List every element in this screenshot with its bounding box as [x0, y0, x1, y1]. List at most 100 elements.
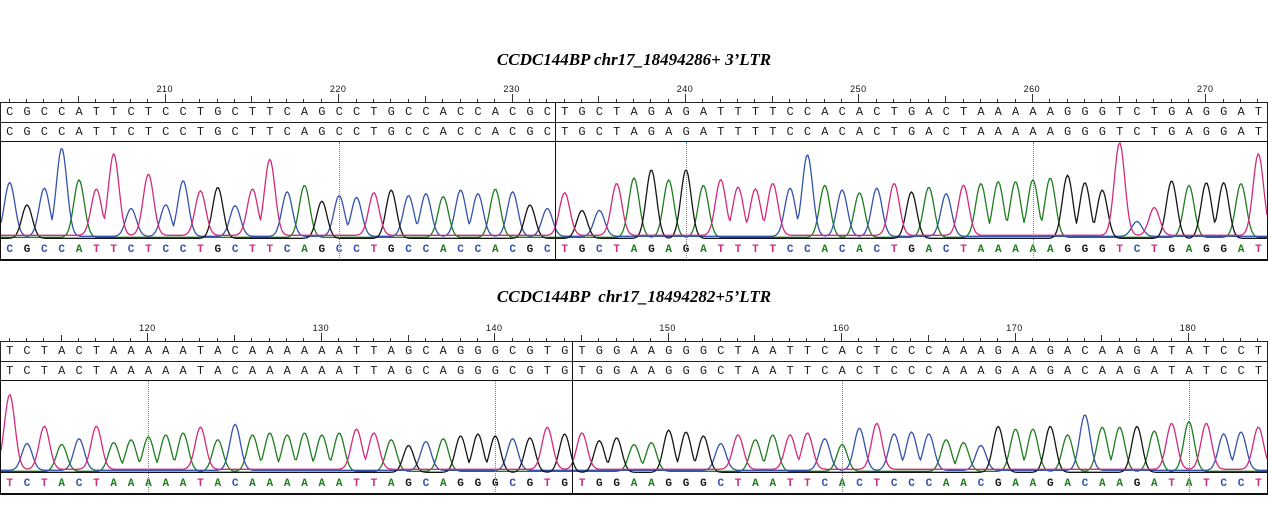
base-letter[interactable]: T [92, 344, 100, 358]
base-letter[interactable]: G [561, 364, 569, 378]
base-letter[interactable]: C [509, 364, 517, 378]
basecall-letter[interactable]: T [41, 478, 48, 490]
base-letter[interactable]: C [803, 125, 812, 139]
base-letter[interactable]: C [283, 105, 291, 119]
base-letter[interactable]: C [890, 344, 898, 358]
basecall-letter[interactable]: T [752, 244, 759, 256]
basecall-letter[interactable]: T [804, 478, 811, 490]
base-letter[interactable]: A [162, 344, 170, 358]
base-letter[interactable]: G [491, 364, 499, 378]
basecall-letter[interactable]: T [93, 244, 100, 256]
basecall-letter[interactable]: A [110, 478, 118, 490]
basecall-letter[interactable]: G [700, 478, 707, 490]
basecall-letter[interactable]: T [1151, 244, 1158, 256]
base-letter[interactable]: A [1150, 344, 1158, 358]
base-letter[interactable]: T [92, 364, 100, 378]
base-letter[interactable]: T [370, 125, 378, 139]
base-letter[interactable]: C [58, 105, 66, 119]
basecall-letter[interactable]: C [422, 478, 430, 490]
basecall-letter[interactable]: A [439, 478, 447, 490]
basecall-letter[interactable]: T [266, 244, 274, 256]
base-letter[interactable]: A [1185, 344, 1193, 358]
base-letter[interactable]: C [422, 105, 430, 119]
basecall-letter[interactable]: A [335, 478, 343, 490]
base-letter[interactable]: A [1012, 125, 1020, 139]
basecall-letter[interactable]: C [474, 244, 482, 256]
base-letter[interactable]: T [1202, 344, 1210, 358]
base-letter[interactable]: G [1046, 364, 1054, 378]
base-letter[interactable]: C [457, 105, 465, 119]
base-letter[interactable]: C [474, 125, 482, 139]
base-letter[interactable]: A [855, 105, 864, 119]
basecall-letter[interactable]: A [977, 244, 985, 256]
basecall-letter[interactable]: G [665, 478, 673, 490]
base-letter[interactable]: A [214, 344, 222, 358]
basecall-letter[interactable]: C [804, 244, 811, 256]
base-letter[interactable]: T [769, 125, 777, 139]
base-letter[interactable]: A [58, 344, 66, 358]
basecall-letter[interactable]: G [1081, 244, 1089, 256]
base-letter[interactable]: A [959, 344, 968, 358]
basecall-letter[interactable]: T [93, 478, 100, 490]
base-letter[interactable]: C [40, 105, 48, 119]
base-letter[interactable]: T [873, 344, 881, 358]
basecall-letter[interactable]: C [509, 478, 516, 490]
base-letter[interactable]: A [942, 364, 950, 378]
base-letter[interactable]: T [1150, 105, 1158, 119]
base-letter[interactable]: T [110, 105, 118, 119]
base-letter[interactable]: C [786, 125, 794, 139]
base-letter[interactable]: T [873, 364, 881, 378]
base-letter[interactable]: A [855, 125, 864, 139]
base-letter[interactable]: G [491, 344, 499, 358]
base-letter[interactable]: T [786, 364, 794, 378]
basecall-letter[interactable]: T [786, 478, 794, 490]
base-letter[interactable]: C [543, 105, 551, 119]
basecall-letter[interactable]: C [977, 478, 985, 490]
base-letter[interactable]: G [457, 344, 465, 358]
base-letter[interactable]: C [422, 125, 430, 139]
base-letter[interactable]: G [387, 125, 395, 139]
basecall-letter[interactable]: C [405, 244, 412, 256]
base-letter[interactable]: G [682, 344, 690, 358]
basecall-letter[interactable]: T [6, 478, 13, 490]
base-letter[interactable]: C [1237, 344, 1245, 358]
basecall-letter[interactable]: C [231, 244, 239, 256]
base-letter[interactable]: T [803, 364, 812, 378]
basecall-letter[interactable]: G [613, 478, 620, 490]
base-letter[interactable]: A [751, 364, 760, 378]
base-letter[interactable]: C [855, 364, 864, 378]
base-letter[interactable]: A [769, 364, 777, 378]
base-letter[interactable]: C [595, 105, 603, 119]
base-letter[interactable]: C [335, 125, 343, 139]
base-letter[interactable]: C [23, 344, 31, 358]
basecall-letter[interactable]: C [23, 478, 31, 490]
base-letter[interactable]: G [578, 125, 586, 139]
base-letter[interactable]: C [75, 344, 83, 358]
base-letter[interactable]: C [231, 125, 239, 139]
base-letter[interactable]: T [578, 344, 586, 358]
basecall-letter[interactable]: C [1133, 244, 1141, 256]
base-letter[interactable]: A [127, 364, 135, 378]
basecall-letter[interactable]: A [960, 478, 967, 490]
base-letter[interactable]: G [682, 364, 690, 378]
basecall-letter[interactable]: A [214, 478, 222, 490]
basecall-letter[interactable]: C [58, 244, 65, 256]
base-letter[interactable]: A [110, 344, 118, 358]
basecall-letter[interactable]: A [387, 478, 395, 490]
basecall-letter[interactable]: G [387, 244, 395, 256]
base-letter[interactable]: A [179, 344, 187, 358]
base-letter[interactable]: A [647, 364, 655, 378]
base-letter[interactable]: T [6, 344, 14, 358]
basecall-letter[interactable]: C [942, 244, 950, 256]
base-letter[interactable]: A [1012, 364, 1020, 378]
base-letter[interactable]: C [1133, 125, 1141, 139]
basecall-letter[interactable]: A [1064, 478, 1071, 490]
base-letter[interactable]: A [977, 364, 985, 378]
base-letter[interactable]: A [144, 344, 153, 358]
basecall-letter[interactable]: T [578, 478, 586, 490]
base-letter[interactable]: G [699, 344, 708, 358]
base-letter[interactable]: G [474, 364, 482, 378]
base-letter[interactable]: A [838, 364, 846, 378]
basecall-letter[interactable]: C [890, 478, 898, 490]
basecall-letter[interactable]: C [127, 244, 135, 256]
